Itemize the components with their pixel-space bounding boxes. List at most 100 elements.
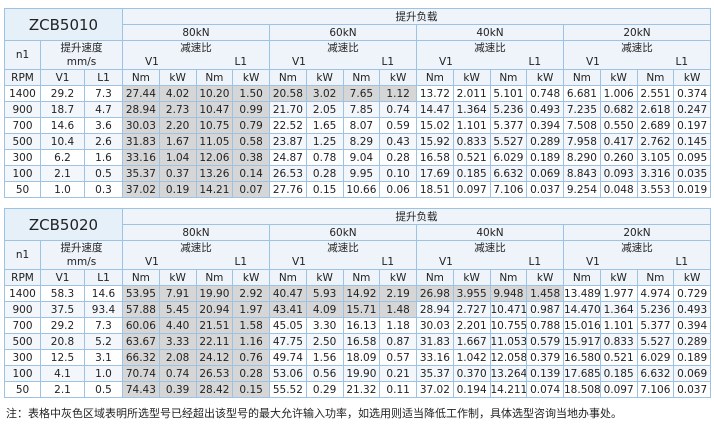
data-cell: 49.74 — [269, 349, 307, 366]
data-cell: 3.105 — [636, 149, 675, 166]
data-cell: 1.101 — [452, 117, 491, 134]
data-cell: 7.85 — [342, 101, 381, 118]
ratio-sub-label: V1 — [145, 56, 159, 68]
data-cell: 0.095 — [673, 149, 711, 166]
data-cell: 0.10 — [379, 165, 417, 182]
unit-label: kW — [452, 269, 491, 286]
data-cell: 6.632 — [636, 365, 675, 382]
data-row: 300 6.2 1.6 33.16 1.04 12.06 0.38 24.87 0.78 9.04… — [4, 149, 711, 166]
data-cell: 0.748 — [526, 85, 564, 102]
ratio-sub: V1 L1 — [565, 55, 710, 69]
ratio-sub: V1 L1 — [565, 255, 710, 269]
data-cell: 2.727 — [452, 301, 491, 318]
data-cell: 0.069 — [526, 165, 564, 182]
data-cell: 10.66 — [342, 181, 381, 198]
data-cell: 0.987 — [526, 301, 564, 318]
model-name: ZCB5010 — [4, 8, 123, 41]
data-cell: 70.74 — [122, 365, 160, 382]
data-cell: 15.92 — [416, 133, 454, 150]
data-cell: 2.08 — [158, 349, 197, 366]
data-cell: 0.394 — [673, 317, 711, 334]
data-cell: 14.92 — [342, 285, 381, 302]
data-cell: 1.04 — [158, 149, 197, 166]
data-cell: 30.03 — [122, 117, 160, 134]
data-cell: 3.6 — [84, 117, 123, 134]
data-cell: 5.45 — [158, 301, 197, 318]
data-cell: 53.95 — [122, 285, 160, 302]
speed-col-label: V1 — [40, 269, 85, 286]
data-cell: 13.72 — [416, 85, 454, 102]
data-cell: 29.2 — [40, 85, 85, 102]
data-cell: 0.097 — [452, 181, 491, 198]
data-cell: 21.70 — [269, 101, 307, 118]
header-row: RPM V1 L1 Nm kW Nm kW Nm kW Nm kW Nm kW Nm kW Nm kW Nm kW — [4, 269, 711, 286]
data-cell: 6.2 — [40, 149, 85, 166]
load-label: 80kN — [122, 24, 270, 41]
data-cell: 0.145 — [673, 133, 711, 150]
data-cell: 1.364 — [452, 101, 491, 118]
data-cell: 2.618 — [636, 101, 675, 118]
ratio-label: 减速比 — [327, 42, 359, 54]
ratio-header: 减速比 V1 L1 — [416, 40, 564, 70]
data-cell: 0.189 — [526, 149, 564, 166]
data-cell: 20.8 — [40, 333, 85, 350]
n1-label: n1 — [4, 240, 41, 270]
data-cell: 26.53 — [269, 165, 307, 182]
data-cell: 1400 — [4, 285, 41, 302]
data-cell: 63.67 — [122, 333, 160, 350]
data-cell: 26.98 — [416, 285, 454, 302]
unit-label: kW — [158, 269, 197, 286]
unit-label: Nm — [563, 269, 601, 286]
data-cell: 26.53 — [195, 365, 234, 382]
data-cell: 14.21 — [195, 181, 234, 198]
data-cell: 0.521 — [599, 349, 638, 366]
unit-label: Nm — [563, 69, 601, 86]
ratio-label: 减速比 — [621, 42, 653, 54]
unit-label: kW — [673, 269, 711, 286]
data-cell: 16.13 — [342, 317, 381, 334]
data-cell: 0.197 — [673, 117, 711, 134]
data-cell: 0.074 — [526, 381, 564, 398]
data-cell: 1.101 — [599, 317, 638, 334]
data-cell: 2.92 — [232, 285, 270, 302]
data-cell: 1.042 — [452, 349, 491, 366]
unit-label: Nm — [122, 269, 160, 286]
data-cell: 1.67 — [158, 133, 197, 150]
ratio-header: 减速比 V1 L1 — [122, 40, 270, 70]
data-cell: 11.05 — [195, 133, 234, 150]
ratio-sub-label: L1 — [381, 256, 394, 268]
data-cell: 300 — [4, 149, 41, 166]
unit-label: Nm — [122, 69, 160, 86]
data-cell: 24.12 — [195, 349, 234, 366]
data-cell: 28.42 — [195, 381, 234, 398]
data-cell: 58.3 — [40, 285, 85, 302]
load-header: 提升负载 — [122, 8, 711, 25]
data-cell: 7.106 — [489, 181, 528, 198]
data-cell: 2.73 — [158, 101, 197, 118]
unit-label: Nm — [269, 69, 307, 86]
data-cell: 2.05 — [305, 101, 344, 118]
data-cell: 23.87 — [269, 133, 307, 150]
data-cell: 0.15 — [305, 181, 344, 198]
data-cell: 0.28 — [232, 365, 270, 382]
data-cell: 700 — [4, 117, 41, 134]
data-cell: 16.58 — [416, 149, 454, 166]
speed-col-label: V1 — [40, 69, 85, 86]
speed-header: 提升速度 mm/s — [40, 240, 123, 270]
data-cell: 0.037 — [673, 381, 711, 398]
data-cell: 0.035 — [673, 165, 711, 182]
data-cell: 3.553 — [636, 181, 675, 198]
data-cell: 10.755 — [489, 317, 528, 334]
data-cell: 14.6 — [40, 117, 85, 134]
data-cell: 0.11 — [379, 381, 417, 398]
data-cell: 20.94 — [195, 301, 234, 318]
data-cell: 1.58 — [232, 317, 270, 334]
data-cell: 0.037 — [526, 181, 564, 198]
data-cell: 0.289 — [526, 133, 564, 150]
unit-label: Nm — [489, 269, 528, 286]
ratio-sub-label: L1 — [675, 56, 688, 68]
unit-label: Nm — [269, 269, 307, 286]
data-cell: 0.58 — [232, 133, 270, 150]
ratio-label: 减速比 — [474, 42, 506, 54]
data-cell: 0.833 — [599, 333, 638, 350]
